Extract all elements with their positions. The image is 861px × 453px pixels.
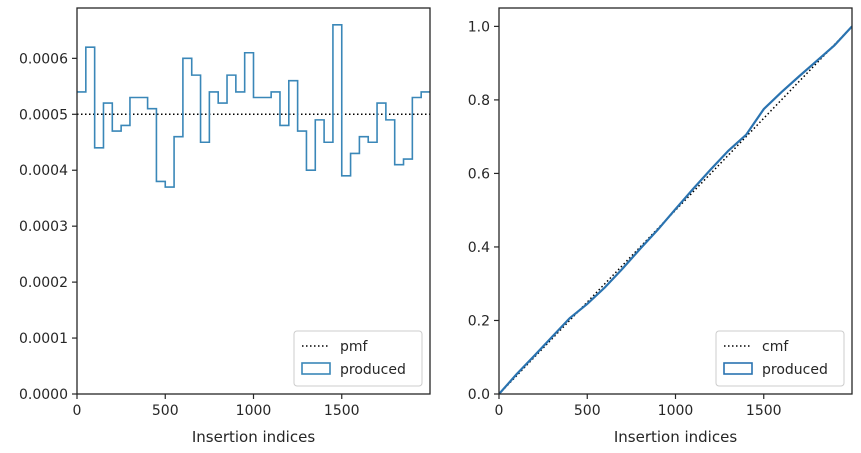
series-produced-line: [77, 23, 430, 188]
legend-key-produced: [723, 362, 753, 375]
x-axis-title: Insertion indices: [192, 428, 315, 446]
y-tick-label: 0.0004: [19, 163, 68, 179]
chart-panel-2: 0 500 1000 1500 0.0 0.2 0.4 0.6 0.8 1.0 Insertion …: [468, 7, 853, 446]
x-tick-label: 1000: [658, 403, 694, 419]
legend-key-produced: [301, 362, 331, 375]
legend: pmf produced: [293, 330, 423, 387]
y-tick-label: 0.0006: [19, 51, 68, 67]
legend-label-produced: produced: [340, 362, 406, 378]
y-tick-label: 0.2: [468, 313, 490, 329]
legend-box: [715, 330, 845, 387]
y-tick-label: 0.0005: [19, 107, 68, 123]
x-axis-title: Insertion indices: [614, 428, 737, 446]
legend-label-pmf: pmf: [340, 339, 369, 355]
y-tick-label: 0.8: [468, 93, 490, 109]
chart-panel-1: 0 500 1000 1500 0.0000 0.0001 0.0002 0.0003 0.00…: [19, 7, 431, 446]
y-tick-label: 0.0003: [19, 219, 68, 235]
x-tick-label: 1500: [324, 403, 360, 419]
x-tick-label: 500: [152, 403, 179, 419]
legend: cmf produced: [715, 330, 845, 387]
x-tick-label: 500: [574, 403, 601, 419]
legend-label-cmf: cmf: [762, 339, 789, 355]
series-produced-line: [499, 25, 852, 394]
y-tick-label: 0.0000: [19, 387, 68, 403]
x-tick-label: 1500: [746, 403, 782, 419]
legend-label-produced: produced: [762, 362, 828, 378]
y-tick-label: 0.0: [468, 387, 490, 403]
legend-box: [293, 330, 423, 387]
y-tick-label: 1.0: [468, 19, 490, 35]
y-tick-label: 0.0002: [19, 275, 68, 291]
x-tick-label: 1000: [236, 403, 272, 419]
y-tick-label: 0.0001: [19, 331, 68, 347]
y-tick-label: 0.6: [468, 166, 490, 182]
x-tick-label: 0: [495, 403, 504, 419]
x-tick-label: 0: [73, 403, 82, 419]
y-tick-label: 0.4: [468, 240, 490, 256]
reference-line-cmf: [499, 25, 852, 394]
